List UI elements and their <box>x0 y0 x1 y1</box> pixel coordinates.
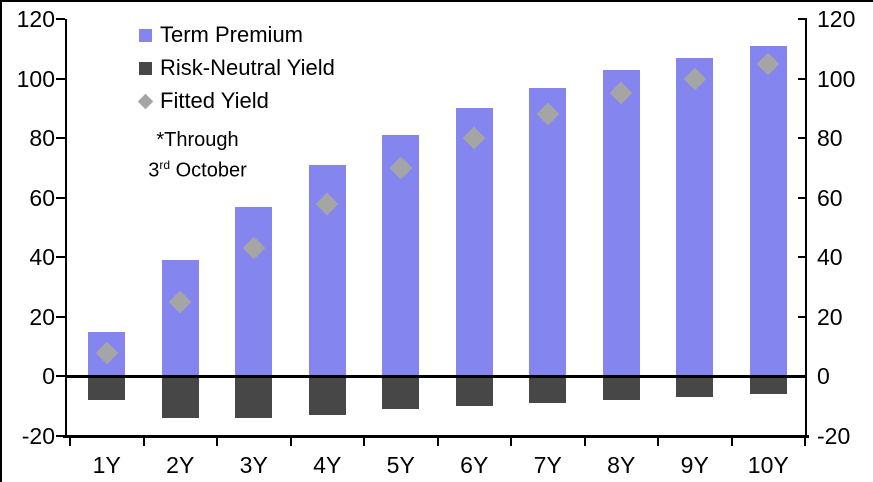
risk-neutral-yield-swatch-icon <box>139 61 152 75</box>
y-tick-label-left: -20 <box>21 423 55 449</box>
y-tick-label-right: 80 <box>817 125 843 152</box>
x-tick <box>69 437 71 446</box>
y-tick-right <box>798 315 807 318</box>
y-tick-right <box>798 137 807 140</box>
y-tick-left <box>56 18 65 20</box>
y-tick-right <box>798 256 807 259</box>
y-tick-label-right: -20 <box>817 423 851 449</box>
risk-neutral-yield-bar-6Y <box>455 376 493 407</box>
y-tick-left <box>56 256 65 259</box>
y-tick-label-right: 60 <box>817 184 843 211</box>
left-border-line <box>0 0 2 482</box>
y-tick-label-left: 20 <box>29 303 55 330</box>
term-premium-bar-7Y <box>529 87 567 377</box>
x-category-label-3Y: 3Y <box>239 452 268 478</box>
x-tick <box>730 437 733 446</box>
risk-neutral-yield-bar-5Y <box>382 376 420 410</box>
risk-neutral-yield-bar-2Y <box>161 376 199 419</box>
x-tick <box>289 437 292 446</box>
y-tick-label-left: 0 <box>42 363 55 390</box>
footnote-line1: *Through <box>156 129 239 151</box>
x-category-label-9Y: 9Y <box>680 452 709 478</box>
x-category-label-5Y: 5Y <box>386 452 415 478</box>
risk-neutral-yield-bar-1Y <box>88 376 126 401</box>
x-tick <box>657 437 659 446</box>
risk-neutral-yield-bar-9Y <box>676 376 714 398</box>
y-tick-label-left: 40 <box>29 244 55 271</box>
y-axis-left <box>65 19 67 438</box>
x-category-label-4Y: 4Y <box>313 452 342 478</box>
risk-neutral-yield-bar-7Y <box>529 376 567 404</box>
y-tick-left <box>56 315 65 318</box>
y-tick-right <box>798 196 807 199</box>
legend-item-risk-neutral-yield: Risk-Neutral Yield <box>139 57 335 79</box>
zero-gridline <box>67 374 805 378</box>
term-premium-bar-3Y <box>235 206 273 377</box>
y-tick-label-left: 60 <box>29 184 55 211</box>
term-premium-bar-6Y <box>455 108 493 377</box>
risk-neutral-yield-bar-8Y <box>602 376 640 401</box>
x-tick <box>216 437 218 446</box>
x-tick <box>510 437 512 446</box>
y-tick-left <box>56 435 65 437</box>
y-tick-right <box>798 77 807 80</box>
x-category-label-1Y: 1Y <box>92 452 121 478</box>
x-tick <box>436 437 439 446</box>
legend-label-risk-neutral-yield: Risk-Neutral Yield <box>160 55 335 80</box>
y-tick-right <box>798 435 807 437</box>
x-category-label-2Y: 2Y <box>166 452 195 478</box>
y-tick-right <box>798 375 807 378</box>
fitted-yield-diamond-icon <box>137 93 154 109</box>
term-premium-bar-8Y <box>602 69 640 377</box>
y-tick-right <box>798 18 807 20</box>
y-tick-label-left: 100 <box>16 65 55 92</box>
term-premium-bar-2Y <box>161 260 199 377</box>
y-tick-label-left: 80 <box>29 125 55 152</box>
y-tick-left <box>56 375 65 378</box>
x-axis <box>63 435 809 438</box>
legend-item-term-premium: Term Premium <box>139 24 335 46</box>
y-tick-label-right: 100 <box>817 65 856 92</box>
y-tick-label-left: 120 <box>16 6 55 32</box>
top-border-line <box>0 0 873 2</box>
y-tick-label-right: 40 <box>817 244 843 271</box>
x-category-label-7Y: 7Y <box>533 452 562 478</box>
legend-label-fitted-yield: Fitted Yield <box>160 88 269 113</box>
y-tick-label-right: 20 <box>817 303 843 330</box>
chart-legend: Term Premium Risk-Neutral Yield Fitted Y… <box>137 24 335 123</box>
x-category-label-10Y: 10Y <box>747 452 789 478</box>
term-premium-bar-10Y <box>749 45 787 377</box>
term-premium-swatch-icon <box>139 28 152 42</box>
legend-item-fitted-yield: Fitted Yield <box>137 88 335 113</box>
footnote-annotation: *Through 3rd October <box>120 128 275 184</box>
x-tick <box>142 437 145 446</box>
y-tick-left <box>56 77 65 80</box>
footnote-line2: 3rd October <box>148 158 247 182</box>
y-tick-label-right: 0 <box>817 363 830 390</box>
risk-neutral-yield-bar-4Y <box>308 376 346 416</box>
x-category-label-8Y: 8Y <box>607 452 636 478</box>
risk-neutral-yield-bar-10Y <box>749 376 787 395</box>
y-tick-left <box>56 196 65 199</box>
legend-label-term-premium: Term Premium <box>160 22 304 47</box>
risk-neutral-yield-bar-3Y <box>235 376 273 419</box>
y-tick-left <box>56 137 65 140</box>
y-tick-label-right: 120 <box>817 6 856 32</box>
x-category-label-6Y: 6Y <box>460 452 489 478</box>
x-tick <box>363 437 365 446</box>
term-premium-bar-9Y <box>676 57 714 377</box>
x-tick <box>804 437 806 446</box>
y-axis-right <box>805 19 807 438</box>
x-tick <box>583 437 586 446</box>
